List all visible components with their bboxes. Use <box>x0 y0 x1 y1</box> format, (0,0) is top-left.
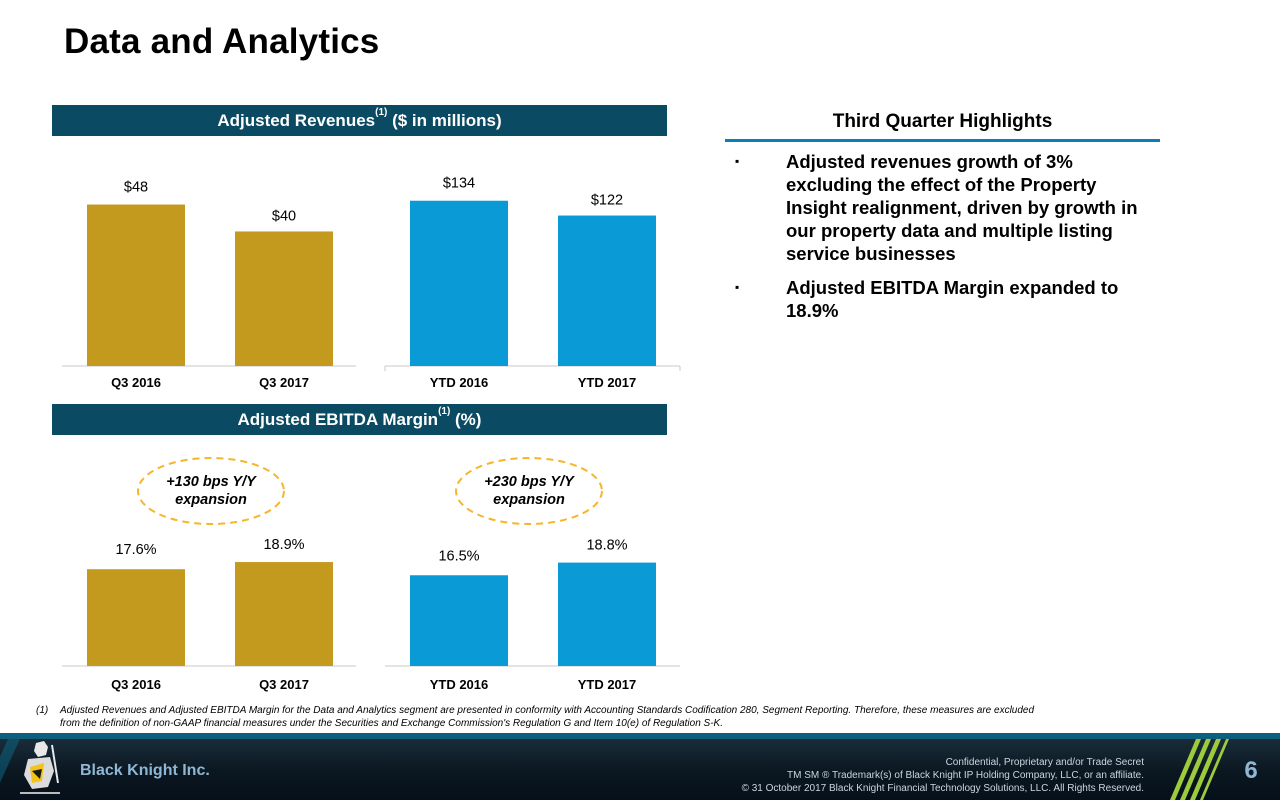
black-knight-logo-icon <box>20 741 60 794</box>
data-label: 18.9% <box>263 537 304 553</box>
callout-ellipse <box>455 457 603 525</box>
data-label: 18.8% <box>586 538 627 554</box>
revenue-header-footnote-ref: (1) <box>375 107 388 118</box>
ebitda-header-units: (%) <box>450 410 482 429</box>
revenue-section-header: Adjusted Revenues(1) ($ in millions) <box>52 105 667 136</box>
x-tick-label: YTD 2016 <box>430 375 489 390</box>
footer-brand: Black Knight Inc. <box>80 762 210 779</box>
x-tick-label: Q3 2016 <box>111 677 161 692</box>
footer-stripes-decoration <box>0 739 1229 800</box>
data-label: $134 <box>443 176 475 192</box>
callout-ellipse <box>137 457 285 525</box>
data-label: $122 <box>591 193 623 209</box>
revenue-header-units: ($ in millions) <box>387 111 502 130</box>
highlight-item: ▪ Adjusted EBITDA Margin expanded to 18.… <box>735 276 1155 322</box>
x-tick-label: Q3 2017 <box>259 375 309 390</box>
ebitda-header-text: Adjusted EBITDA Margin <box>237 410 439 429</box>
bar <box>410 200 508 366</box>
ebitda-header-footnote-ref: (1) <box>438 406 451 417</box>
x-tick-label: Q3 2017 <box>259 677 309 692</box>
data-label: $48 <box>124 180 148 196</box>
revenue-header-text: Adjusted Revenues <box>217 111 376 130</box>
footer-copyright: © 31 October 2017 Black Knight Financial… <box>741 783 1144 794</box>
x-tick-label: YTD 2017 <box>578 677 637 692</box>
footer: Black Knight Inc. Confidential, Propriet… <box>0 733 1280 800</box>
data-label: $40 <box>272 208 296 224</box>
highlight-item: ▪ Adjusted revenues growth of 3% excludi… <box>735 150 1155 265</box>
page-number: 6 <box>1244 757 1258 784</box>
footnote-text: Adjusted Revenues and Adjusted EBITDA Ma… <box>60 705 1035 729</box>
callout-text: +230 bps Y/Y <box>484 474 575 490</box>
callout-text: +130 bps Y/Y <box>166 474 257 490</box>
callout-text: expansion <box>175 492 247 508</box>
bar <box>87 204 185 366</box>
ebitda-section-header: Adjusted EBITDA Margin(1) (%) <box>52 404 667 435</box>
bar <box>235 231 333 366</box>
callout-text: expansion <box>493 492 565 508</box>
bar <box>87 569 185 666</box>
highlights-list: ▪ Adjusted revenues growth of 3% excludi… <box>735 150 1155 333</box>
x-tick-label: YTD 2016 <box>430 677 489 692</box>
square-bullet-icon: ▪ <box>735 154 740 168</box>
data-label: 16.5% <box>438 548 479 564</box>
bar <box>235 562 333 666</box>
footer-confidential: Confidential, Proprietary and/or Trade S… <box>945 757 1144 768</box>
highlight-text: Adjusted revenues growth of 3% excluding… <box>786 151 1138 264</box>
x-tick-label: YTD 2017 <box>578 375 637 390</box>
footnote: (1) Adjusted Revenues and Adjusted EBITD… <box>36 704 1036 730</box>
highlights-heading: Third Quarter Highlights <box>832 111 1053 132</box>
bar <box>558 215 656 366</box>
highlight-text: Adjusted EBITDA Margin expanded to 18.9% <box>786 277 1119 321</box>
bar <box>558 562 656 666</box>
footer-trademark: TM SM ® Trademark(s) of Black Knight IP … <box>787 770 1144 781</box>
page-title: Data and Analytics <box>64 22 380 61</box>
x-tick-label: Q3 2016 <box>111 375 161 390</box>
highlights-divider <box>725 139 1160 142</box>
square-bullet-icon: ▪ <box>735 280 740 294</box>
data-label: 17.6% <box>115 542 156 558</box>
footnote-number: (1) <box>36 705 49 716</box>
bar <box>410 575 508 666</box>
